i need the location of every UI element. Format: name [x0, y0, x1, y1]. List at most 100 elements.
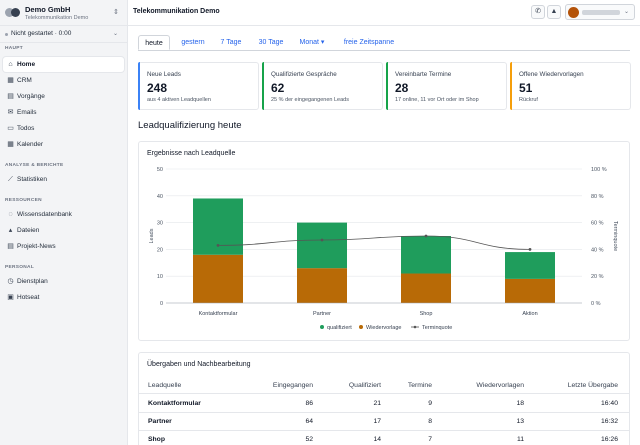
news-icon: ▤	[7, 243, 14, 250]
page-title: Telekommunikation Demo	[133, 8, 220, 15]
y-tick-label: 30	[157, 221, 163, 227]
table-header-cell: Termine	[407, 382, 432, 389]
kpi-value: 62	[271, 81, 285, 95]
table-cell: Partner	[148, 418, 172, 425]
sidebar-item-todos[interactable]: ▭ Todos	[3, 121, 124, 136]
bar-wiedervorlage	[297, 268, 347, 303]
sidebar-item-label: Dienstplan	[17, 278, 48, 285]
tab-monat[interactable]: Monat ▾	[299, 39, 325, 46]
sidebar-item-crm[interactable]: ▦ CRM	[3, 73, 124, 88]
table-cell: 11	[516, 436, 524, 443]
table-cell: Shop	[148, 436, 165, 443]
kpi-accent-bar	[138, 62, 140, 110]
org-subtitle: Telekommunikation Demo	[25, 15, 89, 21]
sidebar-item-hotseat[interactable]: ▣ Hotseat	[3, 290, 124, 305]
org-name: Demo GmbH	[25, 5, 71, 14]
sidebar-item-projekt-news[interactable]: ▤ Projekt-News	[3, 239, 124, 254]
tab-gestern[interactable]: gestern	[181, 39, 205, 46]
avatar	[568, 7, 579, 18]
kpi-accent-bar	[262, 62, 264, 110]
org-switcher[interactable]: Demo GmbH Telekommunikation Demo ⇕	[0, 0, 128, 26]
status-label: Nicht gestartet · 0:00	[11, 30, 72, 37]
tab-freie-zeitspanne[interactable]: freie Zeitspanne	[343, 39, 395, 46]
alert-icon[interactable]: ▲	[547, 5, 561, 19]
kpi-subtext: 17 online, 11 vor Ort oder im Shop	[395, 97, 479, 103]
sidebar-item-label: CRM	[17, 77, 32, 84]
crm-icon: ▦	[7, 77, 14, 84]
y2-tick-label: 100 %	[591, 167, 607, 173]
x-tick-label: Shop	[420, 311, 433, 317]
kpi-label: Vereinbarte Termine	[395, 71, 452, 78]
clock-icon: ◷	[7, 278, 14, 285]
section-title: Leadqualifizierung heute	[138, 120, 242, 131]
line-point-terminquote	[216, 243, 220, 247]
table-cell: 14	[373, 436, 381, 443]
sidebar-item-label: Dateien	[17, 227, 40, 234]
kpi-value: 248	[147, 81, 168, 95]
table-divider	[139, 412, 629, 413]
table-cell: 18	[516, 400, 524, 407]
topbar: Telekommunikation Demo ✆ ▲ ⌄	[128, 0, 640, 26]
tab-30-tage[interactable]: 30 Tage	[258, 39, 284, 46]
sidebar-item-wissensdatenbank[interactable]: ◌ Wissensdatenbank	[3, 207, 124, 222]
chevron-down-icon[interactable]: ⌄	[113, 31, 119, 37]
y2-tick-label: 0 %	[591, 301, 601, 307]
bar-qualifiziert	[401, 236, 451, 274]
kpi-card: Vereinbarte Termine 28 17 online, 11 vor O…	[386, 62, 507, 110]
y-axis-label: Leads	[149, 228, 155, 243]
table-cell: 21	[373, 400, 381, 407]
y-tick-label: 50	[157, 167, 163, 173]
y2-tick-label: 60 %	[591, 221, 604, 227]
chevron-updown-icon[interactable]: ⇕	[113, 9, 119, 16]
legend-qualifiziert: qualifiziert	[327, 325, 352, 331]
kpi-label: Offene Wiedervorlagen	[519, 71, 584, 78]
table-header-cell: Letzte Übergabe	[567, 382, 618, 389]
y-tick-label: 0	[160, 301, 163, 307]
status-selector[interactable]: Nicht gestartet · 0:00 ⌄	[0, 26, 128, 43]
kpi-value: 28	[395, 81, 409, 95]
sidebar-section-title: HAUPT	[5, 46, 24, 51]
sidebar-item-dateien[interactable]: ▴ Dateien	[3, 223, 124, 238]
table-cell: 13	[516, 418, 524, 425]
chevron-down-icon: ⌄	[624, 9, 630, 15]
kpi-subtext: aus 4 aktiven Leadquellen	[147, 97, 211, 103]
table-cell: 17	[373, 418, 381, 425]
sidebar-item-dienstplan[interactable]: ◷ Dienstplan	[3, 274, 124, 289]
kpi-subtext: Rückruf	[519, 97, 538, 103]
cases-icon: ▤	[7, 93, 14, 100]
sidebar-item-label: Statistiken	[17, 176, 47, 183]
sidebar-item-label: Emails	[17, 109, 37, 116]
table-cell: 16:32	[600, 418, 618, 425]
kpi-card: Offene Wiedervorlagen 51 Rückruf	[510, 62, 631, 110]
tabs-divider	[138, 50, 630, 51]
phone-icon[interactable]: ✆	[531, 5, 545, 19]
x-tick-label: Kontaktformular	[199, 311, 238, 317]
table-header-cell: Qualifiziert	[348, 382, 381, 389]
sidebar-item-vorg-nge[interactable]: ▤ Vorgänge	[3, 89, 124, 104]
y2-axis-label: Terminquote	[612, 221, 618, 251]
table-cell: 64	[305, 418, 313, 425]
kpi-card: Qualifizierte Gespräche 62 25 % der eingeg…	[262, 62, 383, 110]
handover-table-card: Übergaben und Nachbearbeitung	[138, 352, 630, 445]
bar-wiedervorlage	[505, 278, 555, 303]
user-menu[interactable]: ⌄	[565, 4, 635, 20]
table-cell: 9	[428, 400, 432, 407]
sidebar-item-kalender[interactable]: ▦ Kalender	[3, 137, 124, 152]
stats-icon: ⟋	[8, 176, 13, 183]
sidebar-section-title: RESSOURCEN	[5, 198, 42, 203]
legend-wiedervorlage-swatch	[359, 325, 363, 329]
sidebar-item-statistiken[interactable]: ⟋ Statistiken	[3, 172, 124, 187]
sidebar-item-home[interactable]: ⌂ Home	[3, 57, 124, 72]
tab-7-tage[interactable]: 7 Tage	[220, 39, 242, 46]
table-header-cell: Eingegangen	[272, 382, 313, 389]
y-tick-label: 20	[157, 247, 163, 253]
bar-qualifiziert	[505, 252, 555, 279]
kpi-accent-bar	[510, 62, 512, 110]
table-header-cell: Leadquelle	[148, 382, 182, 389]
sidebar-item-label: Wissensdatenbank	[17, 211, 72, 218]
sidebar-item-emails[interactable]: ✉ Emails	[3, 105, 124, 120]
table-header-cell: Wiedervorlagen	[476, 382, 524, 389]
tab-heute[interactable]: heute	[138, 35, 170, 50]
sidebar-section-title: PERSONAL	[5, 265, 35, 270]
line-terminquote	[217, 235, 531, 250]
